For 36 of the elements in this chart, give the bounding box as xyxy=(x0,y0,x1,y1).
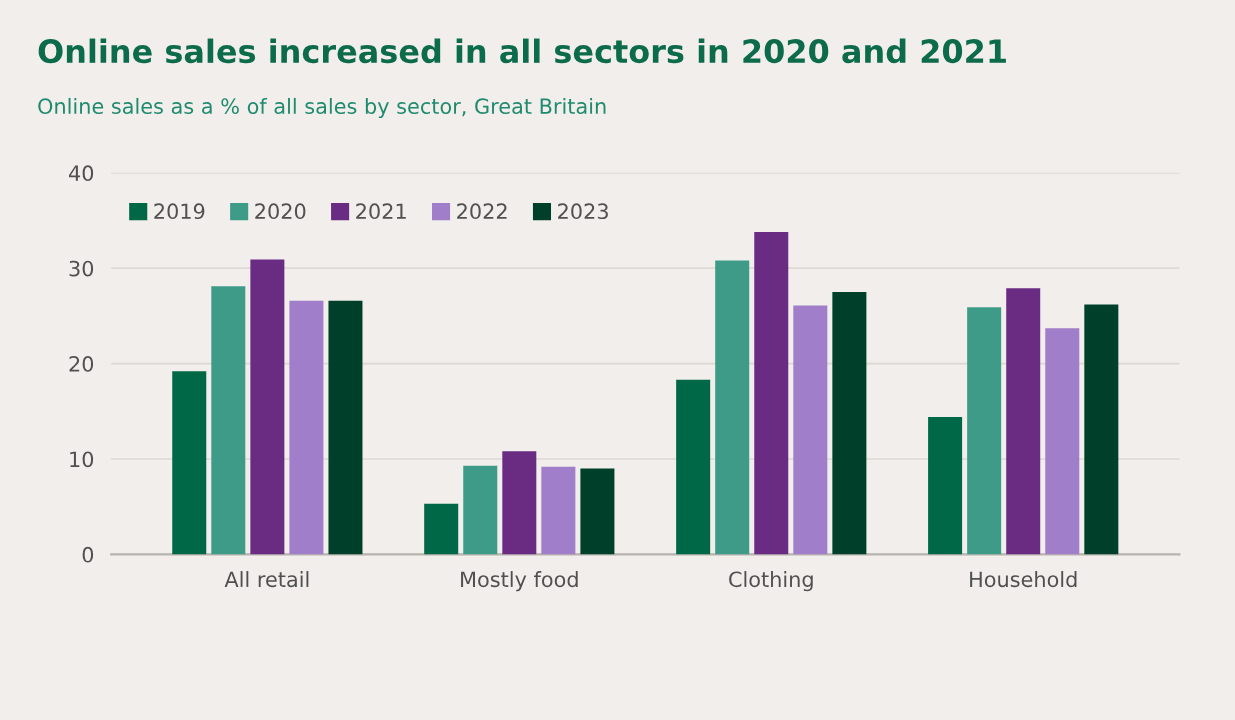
chart-title: Online sales increased in all sectors in 2020 and 2021 xyxy=(38,38,1006,64)
bar xyxy=(1006,288,1041,555)
chart-subtitle: Online sales as a % of all sales by sector, Great Britain xyxy=(38,97,606,119)
bar xyxy=(580,468,615,555)
x-tick-label: Household xyxy=(970,571,1077,588)
legend-label: 2020 xyxy=(255,203,306,220)
y-tick-label: 10 xyxy=(70,451,94,468)
legend-label: 2019 xyxy=(154,203,205,220)
y-tick-label: 40 xyxy=(68,165,94,182)
bar xyxy=(832,292,867,555)
bar xyxy=(289,300,324,555)
bar xyxy=(250,259,285,555)
legend-label: 2023 xyxy=(558,203,608,220)
bar xyxy=(967,307,1002,555)
x-tick-label: All retail xyxy=(224,571,309,588)
bar xyxy=(676,379,711,555)
bar xyxy=(463,465,498,555)
bar xyxy=(424,503,459,555)
bar xyxy=(1045,328,1080,555)
bar xyxy=(502,451,537,555)
bar xyxy=(211,286,246,555)
y-tick-label: 0 xyxy=(82,546,94,563)
bar xyxy=(541,466,576,555)
x-tick-label: Mostly food xyxy=(461,571,578,592)
bar xyxy=(715,260,750,555)
bar xyxy=(754,231,789,555)
y-tick-label: 20 xyxy=(69,356,94,372)
x-tick-label: Clothing xyxy=(729,571,813,592)
bar xyxy=(928,417,963,555)
bar xyxy=(172,371,207,555)
legend-label: 2021 xyxy=(356,203,406,220)
legend-label: 2022 xyxy=(457,203,507,220)
bar xyxy=(1084,304,1119,555)
bar xyxy=(328,300,363,555)
y-tick-label: 30 xyxy=(69,260,94,277)
bar xyxy=(793,305,828,555)
